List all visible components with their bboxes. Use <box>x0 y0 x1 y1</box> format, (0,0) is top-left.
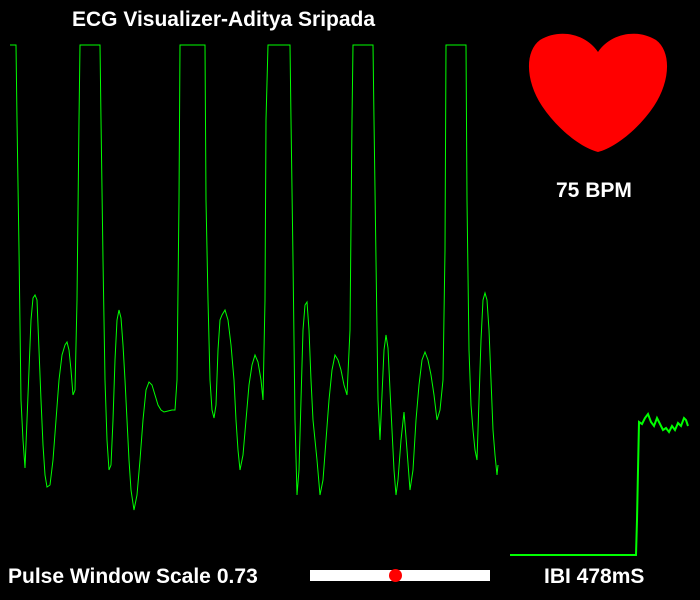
pulse-window-line <box>510 411 689 556</box>
pulse-window-scale-label: Pulse Window Scale 0.73 <box>8 565 258 589</box>
ibi-readout: IBI 478mS <box>544 565 645 588</box>
slider-knob[interactable] <box>388 569 402 582</box>
bpm-readout: 75 BPM <box>556 179 632 202</box>
scale-label-text: Pulse Window Scale <box>8 565 211 588</box>
ecg-waveform-line <box>10 44 499 511</box>
heart-shape <box>528 33 668 152</box>
pulse-window-scale-slider[interactable] <box>310 569 490 582</box>
scale-value: 0.73 <box>216 565 258 588</box>
heart-icon <box>528 33 668 152</box>
app-title: ECG Visualizer-Aditya Sripada <box>72 8 376 31</box>
